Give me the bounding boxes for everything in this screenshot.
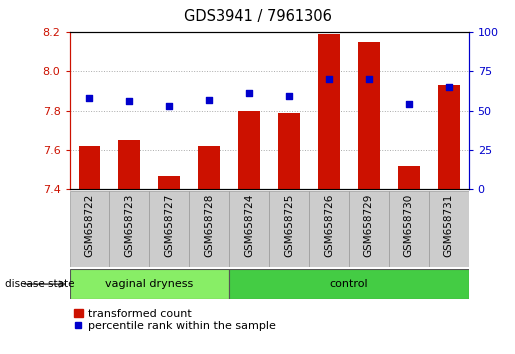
Text: GDS3941 / 7961306: GDS3941 / 7961306 — [183, 9, 332, 24]
Bar — [318, 34, 340, 189]
Point — [125, 98, 133, 104]
Bar — [158, 176, 180, 189]
Text: GSM658726: GSM658726 — [324, 193, 334, 257]
Bar — [429, 191, 469, 267]
Bar — [229, 191, 269, 267]
Bar — [70, 269, 229, 299]
Bar — [118, 140, 141, 189]
Text: disease state: disease state — [5, 279, 75, 289]
Text: vaginal dryness: vaginal dryness — [105, 279, 194, 289]
Bar — [309, 191, 349, 267]
Bar — [438, 85, 460, 189]
Bar — [190, 191, 229, 267]
Bar — [78, 146, 100, 189]
Point — [405, 102, 413, 107]
Text: GSM658728: GSM658728 — [204, 193, 214, 257]
Bar — [109, 191, 149, 267]
Text: GSM658731: GSM658731 — [444, 193, 454, 257]
Text: control: control — [330, 279, 368, 289]
Bar — [229, 269, 469, 299]
Text: GSM658725: GSM658725 — [284, 193, 294, 257]
Point — [325, 76, 333, 82]
Bar — [269, 191, 309, 267]
Text: GSM658729: GSM658729 — [364, 193, 374, 257]
Point — [165, 103, 174, 109]
Text: GSM658723: GSM658723 — [125, 193, 134, 257]
Bar — [278, 113, 300, 189]
Bar — [198, 146, 220, 189]
Point — [444, 84, 453, 90]
Text: GSM658727: GSM658727 — [164, 193, 174, 257]
Point — [245, 91, 253, 96]
Bar — [389, 191, 429, 267]
Bar — [70, 191, 109, 267]
Text: GSM658730: GSM658730 — [404, 193, 414, 257]
Point — [205, 97, 213, 102]
Bar — [149, 191, 190, 267]
Text: GSM658724: GSM658724 — [244, 193, 254, 257]
Point — [285, 93, 293, 99]
Bar — [398, 166, 420, 189]
Point — [365, 76, 373, 82]
Bar — [238, 110, 260, 189]
Bar — [358, 42, 380, 189]
Text: GSM658722: GSM658722 — [84, 193, 94, 257]
Point — [85, 95, 94, 101]
Bar — [349, 191, 389, 267]
Legend: transformed count, percentile rank within the sample: transformed count, percentile rank withi… — [70, 304, 281, 336]
